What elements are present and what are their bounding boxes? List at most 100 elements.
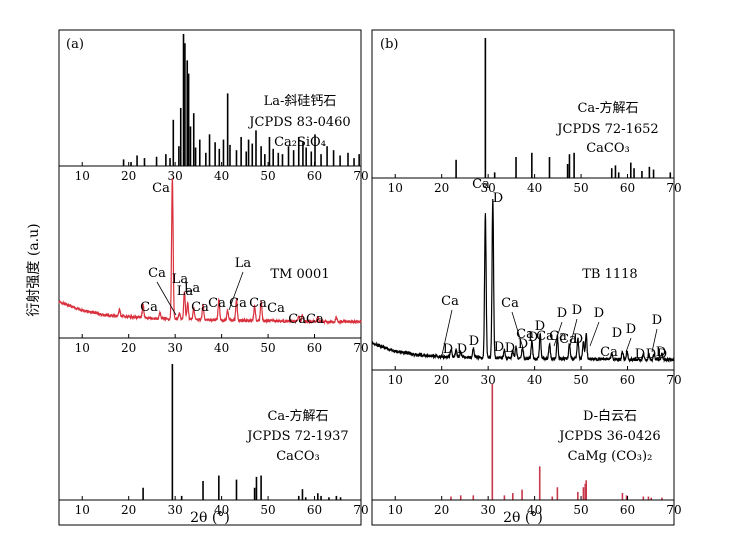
b-mid-annotation-leader xyxy=(553,321,563,347)
b-mid-peak-annotation: D xyxy=(443,342,453,357)
a-top-x-tick-label: 10 xyxy=(75,169,90,183)
b-mid-annotation-leader xyxy=(651,328,658,353)
a-mid-pattern-line xyxy=(58,177,362,325)
b-mid-peak-annotation: D xyxy=(656,345,666,360)
b-mid-x-tick-label: 10 xyxy=(388,373,403,387)
a-top-x-tick-label: 40 xyxy=(214,169,229,183)
panel-b-label: (b) xyxy=(380,37,398,52)
b-mid-peak-annotation: D xyxy=(469,334,479,349)
b-mid-x-tick-label: 30 xyxy=(481,373,496,387)
b-mid-peak-annotation: D xyxy=(657,347,667,362)
a-mid-annotation-leader xyxy=(156,281,177,316)
b-top-x-tick-label: 70 xyxy=(666,181,681,195)
a-mid-x-tick-label: 60 xyxy=(307,341,322,355)
a-mid-peak-annotation: Ca xyxy=(191,300,209,315)
b-bot-ref-title-3: CaMg (CO₃)₂ xyxy=(568,449,653,464)
b-mid-peak-annotation: D xyxy=(612,326,622,341)
a-mid-x-tick-label: 20 xyxy=(121,341,136,355)
panel-a-top-bars: 10 20 30 40 50 60 70 La-斜硅钙石 JCPDS 83-0460 Ca₂SiO… xyxy=(59,34,369,183)
panel-b-top-bars: 10 20 30 40 50 60 70 Ca-方解石 JCPDS 72-1652 CaCO₃ xyxy=(372,38,682,195)
b-top-x-tick-label: 20 xyxy=(434,181,449,195)
b-bot-x-tick-label: 30 xyxy=(481,503,496,517)
panel-a-frame xyxy=(58,29,362,526)
b-mid-peak-annotation: D xyxy=(573,332,583,347)
a-bot-x-tick-label: 40 xyxy=(214,503,229,517)
b-mid-peak-annotation: D xyxy=(594,306,604,321)
a-bot-x-tick-label: 20 xyxy=(121,503,136,517)
b-top-x-tick-label: 10 xyxy=(388,181,403,195)
a-top-ref-title-2: JCPDS 83-0460 xyxy=(247,115,350,130)
b-mid-annotation-leader xyxy=(569,318,578,347)
b-mid-sample-label: TB 1118 xyxy=(582,267,637,282)
a-mid-annotation-leader xyxy=(228,271,244,311)
a-top-x-tick-label: 70 xyxy=(353,169,368,183)
b-top-ref-title-1: Ca-方解石 xyxy=(577,100,638,116)
a-mid-x-tick-label: 70 xyxy=(353,341,368,355)
a-mid-sample-label: TM 0001 xyxy=(270,267,329,282)
a-bot-ref-title-1: Ca-方解石 xyxy=(267,408,328,424)
a-mid-peak-annotation: Ca xyxy=(229,296,247,311)
b-mid-peak-annotation: Ca xyxy=(536,329,554,344)
a-top-x-tick-label: 20 xyxy=(121,169,136,183)
b-bot-x-tick-label: 20 xyxy=(434,503,449,517)
a-mid-peak-annotation: La xyxy=(184,281,201,296)
b-mid-peak-annotation: D xyxy=(535,319,545,334)
a-bot-x-tick-label: 70 xyxy=(353,503,368,517)
a-mid-peak-annotation: La xyxy=(172,272,189,287)
panel-b-bottom-bars: 10 20 30 40 50 60 70 D-白云石 JCPDS 36-0426 CaMg (CO… xyxy=(372,384,682,517)
b-mid-peak-annotation: D xyxy=(557,306,567,321)
a-mid-peak-annotation: Ca xyxy=(249,296,267,311)
b-mid-peak-annotation: D xyxy=(646,347,656,362)
a-bot-x-tick-label: 30 xyxy=(168,503,183,517)
b-mid-x-tick-label: 60 xyxy=(620,373,635,387)
b-mid-annotation-leader xyxy=(511,311,524,349)
b-mid-annotation-leader xyxy=(441,309,453,356)
a-mid-peak-annotation: La xyxy=(177,284,194,299)
a-mid-peak-annotation: CaCa xyxy=(288,312,324,327)
b-mid-peak-annotation: Ca xyxy=(441,294,459,309)
b-mid-x-tick-label: 20 xyxy=(434,373,449,387)
b-mid-peak-annotation: D xyxy=(572,303,582,318)
b-bot-x-tick-label: 40 xyxy=(527,503,542,517)
b-top-x-tick-label: 50 xyxy=(573,181,588,195)
a-bot-ref-title-3: CaCO₃ xyxy=(276,449,320,464)
b-mid-main-peak-d: D xyxy=(493,191,503,206)
b-mid-x-tick-label: 40 xyxy=(527,373,542,387)
b-mid-peak-annotation: Ca xyxy=(600,345,618,360)
b-bot-x-tick-label: 60 xyxy=(620,503,635,517)
b-mid-peak-annotation: D xyxy=(494,340,504,355)
a-bot-ref-title-2: JCPDS 72-1937 xyxy=(245,429,348,444)
a-top-ref-title-3: Ca₂SiO₄ xyxy=(274,135,326,150)
b-mid-annotation-leader xyxy=(625,337,632,353)
b-mid-annotation-leader xyxy=(589,321,600,347)
a-mid-x-tick-label: 40 xyxy=(214,341,229,355)
a-mid-peak-annotation: Ca xyxy=(267,301,285,316)
a-mid-x-tick-label: 30 xyxy=(168,341,183,355)
y-axis-label: 衍射强度 (a.u) xyxy=(26,223,42,316)
b-top-x-tick-label: 30 xyxy=(481,181,496,195)
b-top-ref-title-3: CaCO₃ xyxy=(586,141,630,156)
a-mid-peak-annotation: Ca xyxy=(208,296,226,311)
a-mid-x-tick-label: 10 xyxy=(75,341,90,355)
b-mid-main-peak-ca: Ca xyxy=(472,177,490,192)
b-mid-peak-annotation: D xyxy=(457,342,467,357)
a-bot-x-tick-label: 60 xyxy=(307,503,322,517)
b-mid-peak-annotation: D xyxy=(652,313,662,328)
panel-b-frame xyxy=(371,29,675,526)
a-mid-x-tick-label: 50 xyxy=(260,341,275,355)
a-top-x-tick-label: 50 xyxy=(260,169,275,183)
x-axis-label-b: 2θ (°) xyxy=(503,510,543,526)
b-bot-ref-title-1: D-白云石 xyxy=(583,408,637,424)
panel-a-label: (a) xyxy=(66,37,84,52)
panel-a-bottom-bars: 10 20 30 40 50 60 70 Ca-方解石 JCPDS 72-1937 CaCO₃ xyxy=(59,364,369,517)
b-mid-peak-annotation: D xyxy=(518,337,528,352)
b-mid-peak-annotation: Ca xyxy=(501,296,519,311)
b-bot-ref-title-2: JCPDS 36-0426 xyxy=(557,429,660,444)
a-mid-peak-annotation: La xyxy=(235,256,252,271)
b-mid-x-tick-label: 70 xyxy=(666,373,681,387)
b-mid-peak-annotation: D xyxy=(635,347,645,362)
b-mid-pattern-line xyxy=(371,198,675,364)
